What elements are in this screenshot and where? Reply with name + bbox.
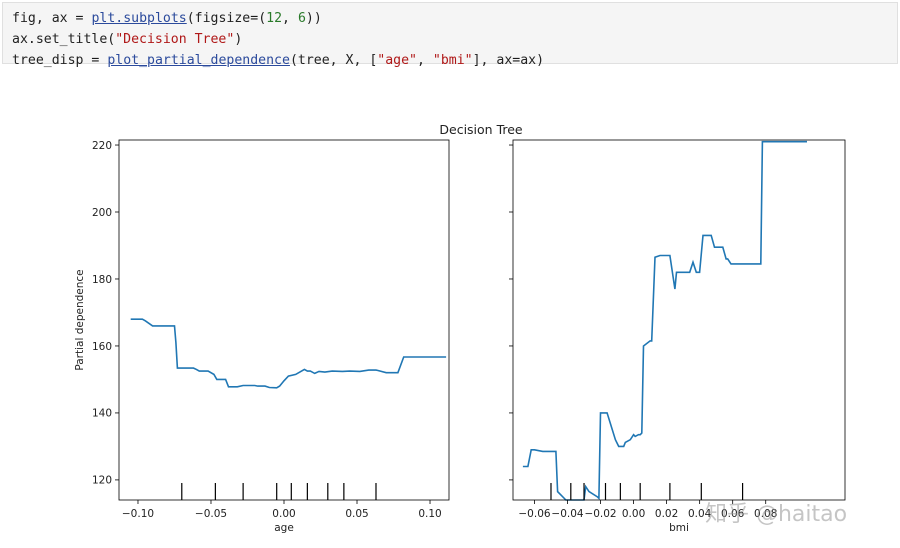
x-tick-label: −0.04 bbox=[551, 508, 583, 520]
code-cell[interactable]: fig, ax = plt.subplots(figsize=(12, 6)) … bbox=[2, 2, 898, 68]
y-tick-label: 220 bbox=[92, 140, 112, 152]
x-tick-label: −0.10 bbox=[122, 508, 154, 520]
y-tick-label: 140 bbox=[92, 408, 112, 420]
x-tick-label: 0.05 bbox=[345, 508, 368, 520]
x-tick-label: 0.00 bbox=[622, 508, 645, 520]
axes-frame bbox=[118, 139, 450, 501]
code-line-1: fig, ax = plt.subplots(figsize=(12, 6)) bbox=[12, 11, 322, 26]
pdp-line bbox=[130, 318, 447, 389]
code-line-2: ax.set_title("Decision Tree") bbox=[12, 32, 243, 47]
pdp-panel-bmi: −0.06 −0.04 −0.02 0.00 0.02 0.04 0.06 0.08 bmi bbox=[509, 139, 846, 534]
x-tick-label: 0.08 bbox=[754, 508, 777, 520]
plot-partial-dependence-link[interactable]: plot_partial_dependence bbox=[107, 53, 290, 68]
axes-frame bbox=[512, 139, 846, 501]
y-tick-label: 180 bbox=[92, 274, 112, 286]
x-axis-label: bmi bbox=[669, 522, 689, 534]
y-tick-label: 160 bbox=[92, 341, 112, 353]
x-tick-label: 0.02 bbox=[655, 508, 678, 520]
x-tick-label: 0.06 bbox=[721, 508, 745, 520]
y-tick-label: 200 bbox=[92, 207, 112, 219]
x-tick-label: −0.06 bbox=[518, 508, 550, 520]
y-tick-label: 120 bbox=[92, 475, 112, 487]
x-tick-label: −0.02 bbox=[584, 508, 616, 520]
pdp-panel-age: −0.10 −0.05 0.00 0.05 0.10 120 140 160 180 200 220… bbox=[74, 139, 450, 534]
x-tick-label: 0.10 bbox=[418, 508, 441, 520]
pdp-line bbox=[522, 140, 807, 501]
plt-subplots-link[interactable]: plt.subplots bbox=[91, 11, 187, 26]
x-tick-label: 0.00 bbox=[272, 508, 295, 520]
x-tick-label: −0.05 bbox=[195, 508, 227, 520]
figure-title: Decision Tree bbox=[439, 122, 523, 137]
y-axis-label: Partial dependence bbox=[74, 269, 86, 370]
x-axis-label: age bbox=[274, 522, 294, 534]
zhihu-watermark: 知乎 @haitao bbox=[705, 502, 848, 527]
code-line-3: tree_disp = plot_partial_dependence(tree… bbox=[12, 53, 545, 68]
x-tick-label: 0.04 bbox=[688, 508, 712, 520]
